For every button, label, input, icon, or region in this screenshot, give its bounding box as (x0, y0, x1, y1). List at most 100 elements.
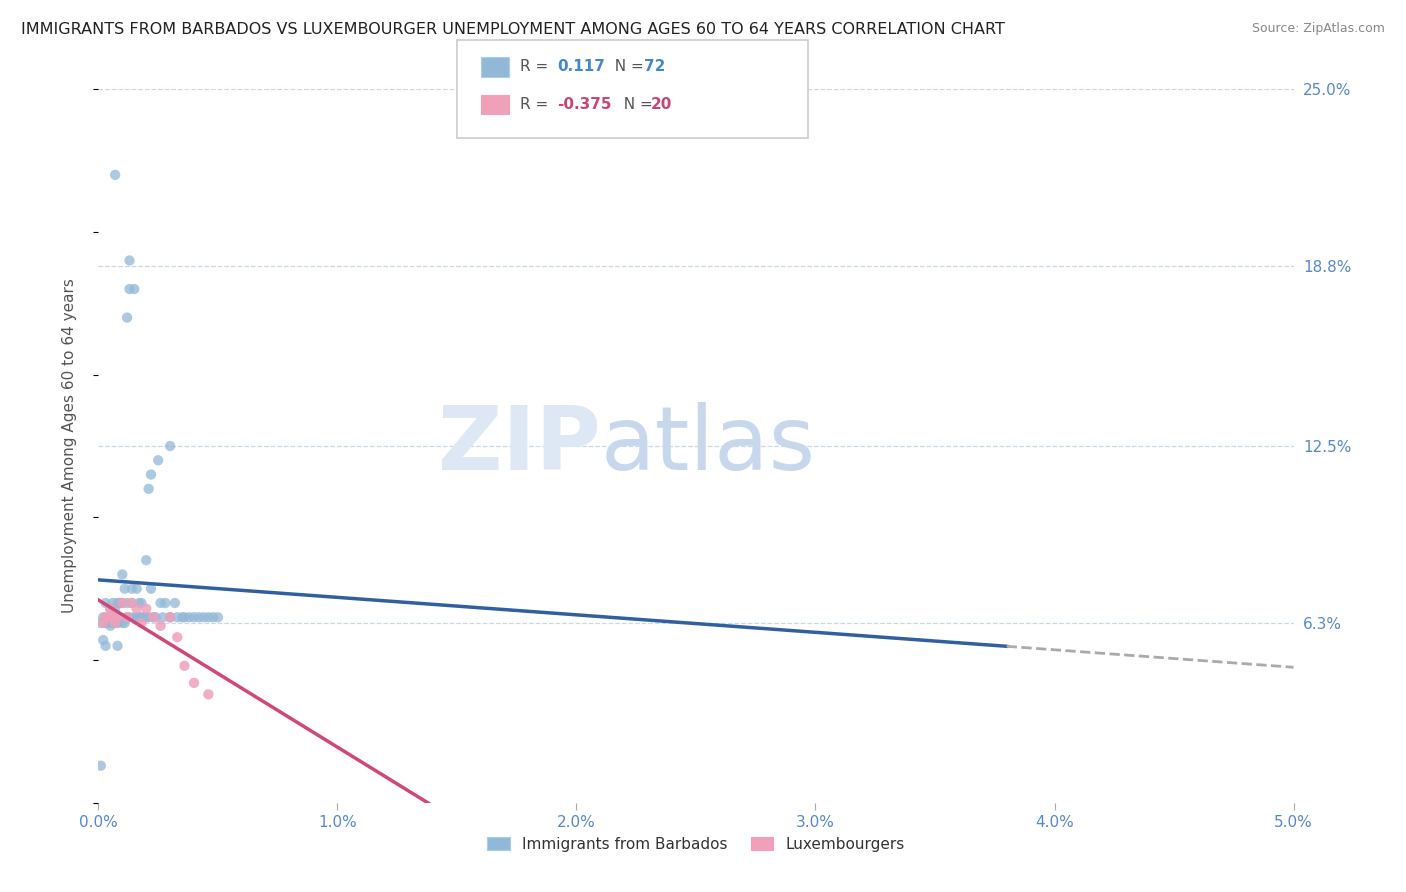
Point (108, 610, 131, 624)
Point (98, 619, 122, 633)
Point (128, 596, 150, 610)
Point (148, 453, 170, 467)
Point (94, 596, 117, 610)
Point (145, 610, 167, 624)
Point (90, 615, 112, 630)
Point (114, 615, 136, 630)
Point (108, 596, 131, 610)
Point (173, 658, 195, 673)
Point (104, 615, 127, 630)
Point (172, 610, 194, 624)
Point (94, 610, 117, 624)
Point (91, 615, 114, 630)
Point (107, 615, 129, 630)
Point (115, 596, 138, 610)
Point (131, 596, 153, 610)
Text: ZIP: ZIP (437, 402, 600, 490)
Point (124, 282, 146, 296)
Point (115, 610, 138, 624)
Point (135, 553, 157, 567)
Point (124, 610, 146, 624)
Point (104, 168, 127, 182)
Text: 0.117: 0.117 (557, 60, 605, 74)
Point (111, 596, 134, 610)
Text: R =: R = (520, 97, 554, 112)
Point (197, 610, 219, 624)
Point (131, 610, 153, 624)
Point (94, 615, 117, 630)
Point (139, 582, 162, 596)
Point (159, 610, 181, 624)
Point (149, 619, 172, 633)
Legend: Immigrants from Barbados, Luxembourgers: Immigrants from Barbados, Luxembourgers (479, 829, 912, 859)
Point (90, 758, 112, 772)
Point (111, 615, 134, 630)
Point (135, 610, 157, 624)
Text: Source: ZipAtlas.com: Source: ZipAtlas.com (1251, 22, 1385, 36)
Point (97, 610, 120, 624)
Point (202, 610, 225, 624)
Point (118, 610, 141, 624)
Y-axis label: Unemployment Among Ages 60 to 64 years: Unemployment Among Ages 60 to 64 years (62, 278, 77, 614)
Point (111, 596, 134, 610)
Point (138, 610, 160, 624)
Point (166, 630, 188, 644)
Point (107, 639, 129, 653)
Point (149, 596, 172, 610)
Point (98, 601, 122, 615)
Point (111, 567, 134, 582)
Point (193, 610, 215, 624)
Point (97, 610, 120, 624)
Point (121, 596, 143, 610)
Point (118, 253, 141, 268)
Point (98, 601, 122, 615)
Point (159, 610, 181, 624)
Point (91, 610, 114, 624)
Point (94, 639, 117, 653)
Point (163, 596, 186, 610)
Point (101, 615, 124, 630)
Point (121, 596, 143, 610)
Point (187, 610, 209, 624)
Point (121, 582, 143, 596)
Point (101, 596, 124, 610)
Text: N =: N = (605, 60, 648, 74)
Point (159, 610, 181, 624)
Point (98, 610, 122, 624)
Point (179, 610, 201, 624)
Text: 72: 72 (644, 60, 665, 74)
Point (132, 610, 155, 624)
Point (91, 633, 114, 648)
Text: -0.375: -0.375 (557, 97, 612, 112)
Point (114, 582, 136, 596)
Point (101, 610, 124, 624)
Point (155, 596, 177, 610)
Point (107, 610, 129, 624)
Point (142, 610, 165, 624)
Point (183, 610, 205, 624)
Point (115, 310, 138, 325)
Text: 20: 20 (651, 97, 672, 112)
Text: N =: N = (614, 97, 658, 112)
Text: R =: R = (520, 60, 554, 74)
Point (125, 601, 148, 615)
Point (139, 467, 162, 482)
Point (97, 615, 120, 630)
Point (135, 601, 157, 615)
Point (152, 610, 174, 624)
Point (207, 610, 229, 624)
Point (166, 610, 188, 624)
Point (142, 610, 165, 624)
Point (183, 676, 205, 690)
Point (104, 601, 127, 615)
Point (107, 596, 129, 610)
Point (131, 615, 153, 630)
Point (125, 582, 148, 596)
Point (118, 282, 141, 296)
Text: IMMIGRANTS FROM BARBADOS VS LUXEMBOURGER UNEMPLOYMENT AMONG AGES 60 TO 64 YEARS : IMMIGRANTS FROM BARBADOS VS LUXEMBOURGER… (21, 22, 1005, 37)
Point (125, 610, 148, 624)
Point (197, 687, 219, 701)
Point (128, 610, 150, 624)
Point (94, 610, 117, 624)
Point (104, 615, 127, 630)
